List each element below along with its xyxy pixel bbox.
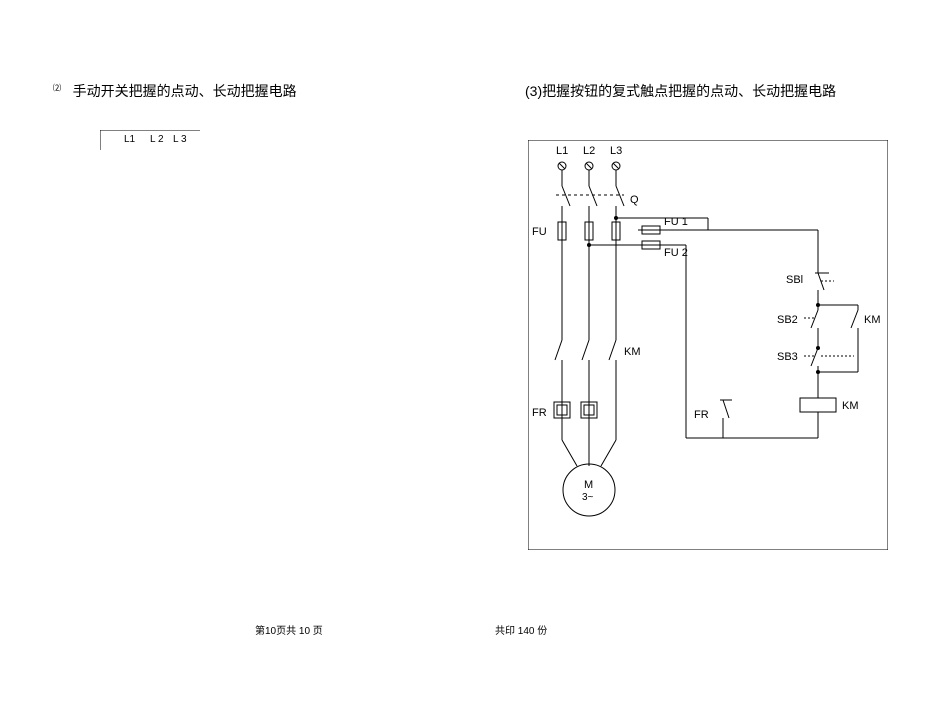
KM-coil-label: KM (842, 400, 859, 412)
left-diagram: L1 L 2 L 3 (100, 130, 220, 160)
SB2-label: SB2 (777, 314, 798, 326)
FR-heater-label: FR (532, 407, 547, 419)
contactor-KM-main: KM (555, 340, 641, 400)
coil-KM: KM (800, 398, 859, 412)
pushbutton-SB2: SB2 (777, 305, 818, 348)
KM-aux-label: KM (864, 314, 881, 326)
footer-page: 第10页共 10 页 (255, 622, 323, 637)
heading-right-text: (3)把握按钮的复式触点把握的点动、长动把握电路 (525, 83, 836, 99)
motor-M-label: M (584, 479, 593, 491)
thermal-FR-heater: FR (532, 360, 616, 440)
L1-label: L1 (556, 145, 568, 157)
footer-copies: 共印 140 份 (495, 622, 547, 637)
left-L1-label: L1 (124, 134, 136, 145)
SB3-label: SB3 (777, 351, 798, 363)
left-L3-label: L 3 (173, 134, 187, 145)
L3-label: L3 (610, 145, 622, 157)
FU1-label: FU 1 (664, 216, 688, 228)
heading-left-text: 手动开关把握的点动、长动把握电路 (73, 83, 297, 99)
fuse-FU1: FU 1 (638, 216, 688, 234)
pushbutton-SB3: SB3 (777, 348, 854, 372)
contact-FR-nc: FR (694, 400, 732, 438)
motor: M 3~ (563, 464, 615, 516)
pushbutton-SB1: SBl (786, 273, 834, 305)
right-diagram: L1 L2 L3 Q (528, 140, 888, 550)
motor-3phase-label: 3~ (582, 492, 594, 503)
SB1-label: SBl (786, 274, 803, 286)
heading-left: ⑵ 手动开关把握的点动、长动把握电路 (53, 82, 297, 102)
heading-left-index: ⑵ (53, 83, 61, 92)
Q-label: Q (630, 194, 639, 206)
page: ⑵ 手动开关把握的点动、长动把握电路 (3)把握按钮的复式触点把握的点动、长动把… (0, 0, 950, 703)
L2-label: L2 (583, 145, 595, 157)
fuse-FU: FU (532, 220, 620, 242)
FU-label: FU (532, 226, 547, 238)
fuse-FU2: FU 2 (642, 241, 688, 259)
heading-right: (3)把握按钮的复式触点把握的点动、长动把握电路 (525, 82, 836, 102)
FR-contact-label: FR (694, 409, 709, 421)
left-L2-label: L 2 (150, 134, 164, 145)
KM-main-label: KM (624, 346, 641, 358)
contact-KM-aux: KM (851, 310, 881, 372)
FU2-label: FU 2 (664, 247, 688, 259)
switch-Q: Q (556, 186, 639, 220)
